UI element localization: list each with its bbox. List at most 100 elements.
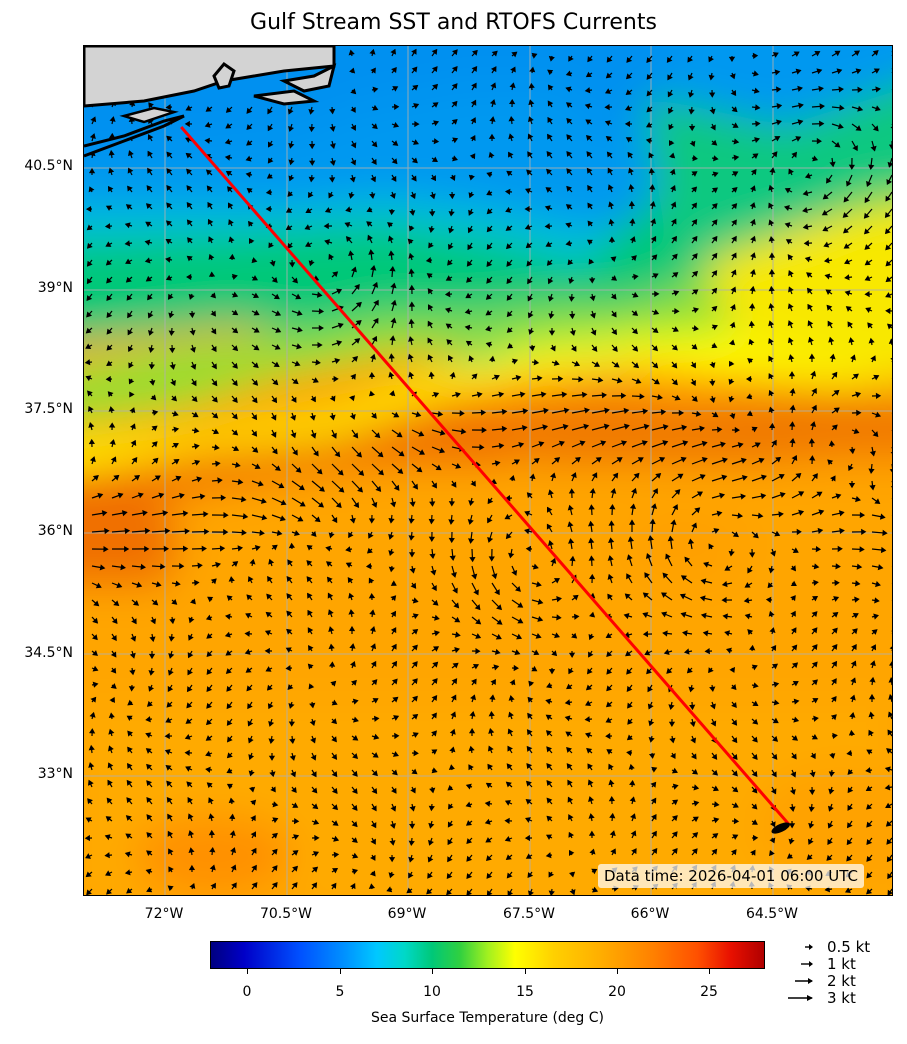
current-arrowhead <box>566 168 572 175</box>
current-arrowhead <box>728 360 735 367</box>
current-arrowhead <box>425 257 432 264</box>
current-arrowhead <box>508 115 515 122</box>
current-arrowhead <box>525 780 532 787</box>
current-arrowhead <box>108 745 114 752</box>
current-arrowhead <box>787 254 794 261</box>
current-arrowhead <box>792 662 799 669</box>
current-arrowhead <box>701 440 708 447</box>
colorbar-tick-mark <box>617 969 618 974</box>
current-arrowhead <box>144 545 150 553</box>
current-arrowhead <box>511 51 518 58</box>
current-arrowhead <box>751 664 758 671</box>
current-arrowhead <box>708 543 715 550</box>
current-arrowhead <box>127 329 134 336</box>
current-arrowhead <box>240 496 247 503</box>
current-arrowhead <box>162 510 169 517</box>
current-arrowhead <box>294 360 301 367</box>
current-arrowhead <box>312 803 319 810</box>
current-arrowhead <box>589 488 596 494</box>
current-arrowhead <box>449 555 456 561</box>
current-arrowhead <box>866 855 873 862</box>
current-arrowhead <box>774 530 781 537</box>
current-arrowhead <box>768 610 775 617</box>
current-arrowhead <box>847 804 853 811</box>
current-arrowhead <box>768 302 775 309</box>
current-arrowhead <box>109 696 115 704</box>
current-arrowhead <box>369 48 376 55</box>
sst-field <box>84 46 892 895</box>
current-arrowhead <box>349 176 356 183</box>
current-arrowhead <box>585 732 591 739</box>
current-arrowhead <box>822 193 829 200</box>
current-arrowhead <box>471 573 478 580</box>
current-arrowhead <box>292 850 299 856</box>
current-arrowhead <box>548 313 555 320</box>
current-arrowhead <box>601 392 608 399</box>
current-arrowhead <box>885 307 891 315</box>
current-arrowhead <box>544 223 551 230</box>
current-arrowhead <box>427 288 434 295</box>
current-arrowhead <box>305 207 312 213</box>
current-arrowhead <box>388 533 395 540</box>
current-arrowhead <box>671 847 678 855</box>
current-arrowhead <box>409 501 416 508</box>
current-arrowhead <box>650 503 657 509</box>
current-arrowhead <box>721 457 728 464</box>
current-arrowhead <box>371 501 378 508</box>
sst-map[interactable] <box>83 45 893 896</box>
current-arrowhead <box>838 510 845 517</box>
current-arrowhead <box>328 532 335 539</box>
bermuda-island <box>771 822 790 834</box>
current-arrowhead <box>387 222 394 228</box>
current-arrowhead <box>366 547 373 554</box>
current-arrowhead <box>662 572 669 579</box>
current-arrowhead <box>464 308 471 315</box>
current-arrowhead <box>287 242 293 249</box>
current-arrowhead <box>348 250 355 256</box>
current-arrowhead <box>88 186 95 193</box>
current-arrowhead <box>547 295 554 302</box>
current-arrowhead <box>732 802 739 808</box>
current-arrowhead <box>338 486 345 493</box>
current-arrowhead <box>509 679 516 686</box>
current-arrowhead <box>711 203 718 210</box>
current-arrowhead <box>226 783 233 790</box>
current-arrowhead <box>585 684 592 691</box>
current-arrowhead <box>314 516 321 523</box>
current-arrowhead <box>830 475 836 482</box>
current-arrowhead <box>469 134 476 142</box>
current-arrowhead <box>224 631 231 638</box>
current-arrowhead <box>267 108 273 115</box>
current-arrowhead <box>691 343 698 350</box>
current-arrowhead <box>352 868 359 875</box>
current-arrowhead <box>494 460 501 467</box>
current-arrowhead <box>287 684 294 690</box>
current-arrowhead <box>749 552 756 558</box>
current-arrowhead <box>731 737 738 744</box>
current-arrowhead <box>731 219 737 226</box>
lon-label: 72°W <box>144 906 184 922</box>
current-arrowhead <box>771 753 778 760</box>
current-arrowhead <box>693 325 699 332</box>
current-arrow <box>891 566 892 567</box>
current-arrowhead <box>335 502 342 509</box>
lon-label: 69°W <box>387 906 427 922</box>
current-arrowhead <box>352 698 359 705</box>
current-arrowhead <box>295 467 302 473</box>
current-arrowhead <box>612 345 618 352</box>
current-arrowhead <box>228 202 234 209</box>
current-arrowhead <box>466 276 472 283</box>
current-arrowhead <box>548 55 555 62</box>
current-arrowhead <box>155 581 162 588</box>
current-arrowhead <box>428 371 435 378</box>
current-arrowhead <box>887 873 892 880</box>
current-arrowhead <box>434 630 440 637</box>
current-arrowhead <box>129 652 136 659</box>
current-arrowhead <box>752 532 759 539</box>
current-arrowhead <box>431 712 437 719</box>
current-arrowhead <box>853 428 860 434</box>
current-arrowhead <box>357 486 364 493</box>
colorbar-label: Sea Surface Temperature (deg C) <box>371 1010 604 1026</box>
current-arrowhead <box>471 82 477 89</box>
current-arrowhead <box>467 519 474 525</box>
